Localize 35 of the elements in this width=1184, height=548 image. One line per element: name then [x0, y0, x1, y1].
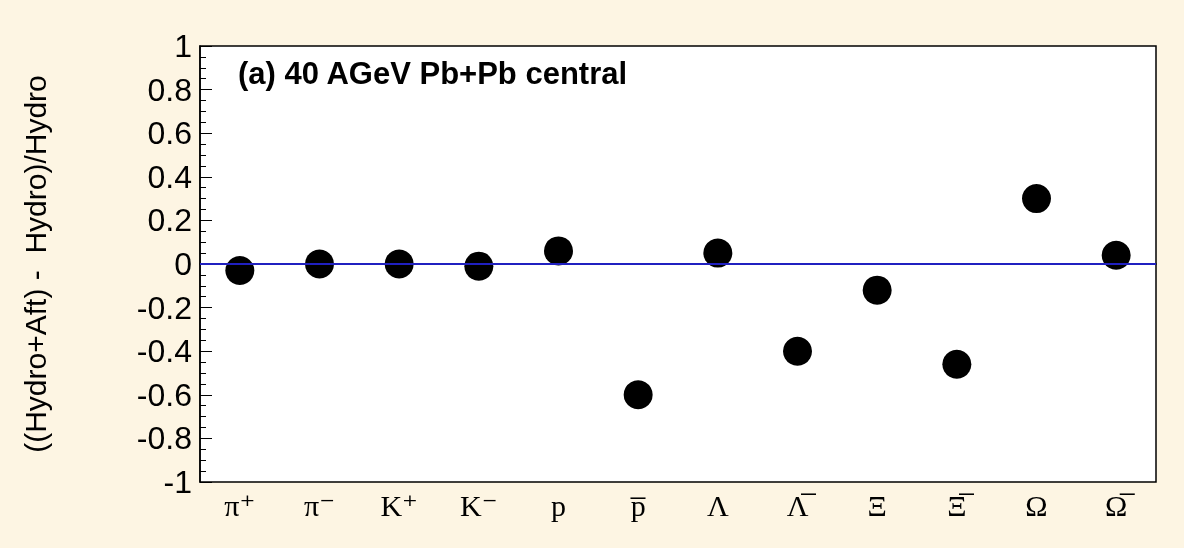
y-tick-label: -0.8	[136, 420, 192, 457]
point	[623, 380, 653, 410]
x-tick-label: π⁻	[304, 488, 335, 522]
x-tick-label: p	[551, 488, 566, 522]
y-tick-label: -1	[163, 464, 192, 500]
x-tick-label: K⁻	[460, 488, 498, 522]
x-tick-label: Ξ̅	[947, 488, 975, 522]
point	[225, 256, 255, 286]
point	[464, 251, 494, 281]
x-tick-label: π⁺	[224, 488, 256, 522]
x-tick-label: Ξ	[867, 488, 887, 522]
y-tick-label: 1	[174, 28, 192, 64]
point	[862, 275, 892, 305]
y-tick-label: 0.4	[147, 158, 192, 195]
y-tick-label: 0.8	[147, 71, 192, 108]
y-tick-label: -0.6	[136, 376, 192, 413]
point	[1022, 184, 1051, 214]
x-tick-label: Ω̅	[1105, 488, 1136, 522]
x-tick-label: Λ	[706, 488, 729, 522]
x-tick-label: Ω	[1025, 488, 1048, 522]
point	[544, 236, 573, 266]
y-tick-label: 0.2	[147, 202, 192, 239]
y-tick-label: 0	[174, 246, 192, 282]
y-tick-label: 0.6	[147, 115, 192, 152]
annotation: (a) 40 AGeV Pb+Pb central	[238, 56, 628, 91]
point	[783, 336, 812, 366]
y-tick-label: -0.4	[136, 333, 192, 370]
y-axis-title: ((Hydro+Aft) - Hydro)/Hydro	[18, 75, 52, 453]
x-tick-label: Λ̅	[786, 488, 817, 522]
point	[1101, 240, 1131, 270]
x-tick-label: p̅	[630, 488, 647, 522]
x-tick-label: K⁺	[380, 488, 418, 522]
y-tick-label: -0.2	[136, 289, 192, 326]
point	[942, 349, 972, 379]
point	[703, 238, 733, 268]
